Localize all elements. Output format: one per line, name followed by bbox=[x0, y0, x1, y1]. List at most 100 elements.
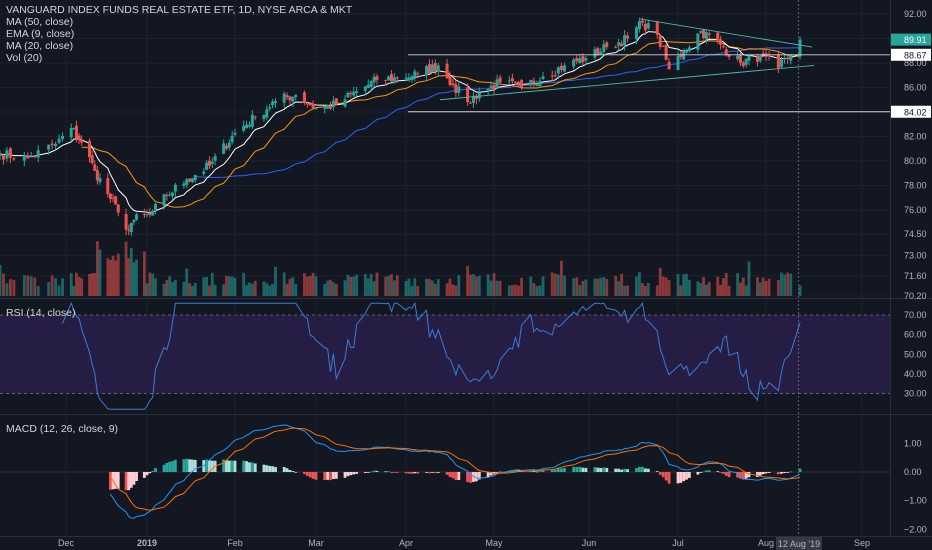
volume-bar bbox=[230, 276, 234, 296]
price-label-box bbox=[891, 105, 931, 118]
volume-bar bbox=[756, 277, 759, 296]
volume-bar bbox=[33, 277, 37, 296]
candle-body bbox=[719, 39, 723, 45]
candle-body bbox=[767, 55, 771, 57]
macd-histogram-bar bbox=[407, 472, 411, 474]
volume-bar bbox=[724, 273, 728, 296]
macd-histogram-bar bbox=[780, 472, 783, 474]
candle-body bbox=[392, 77, 396, 84]
legend-ma20[interactable]: MA (20, close) bbox=[6, 40, 74, 52]
candle-body bbox=[202, 171, 206, 174]
candle-body bbox=[74, 125, 78, 139]
macd-histogram-bar bbox=[395, 472, 399, 473]
volume-bar bbox=[26, 275, 30, 296]
volume-bar bbox=[22, 275, 26, 296]
candle-body bbox=[271, 101, 275, 106]
candle-body bbox=[448, 75, 452, 85]
candle-body bbox=[355, 91, 359, 94]
macd-histogram-bar bbox=[685, 472, 688, 480]
macd-histogram-bar bbox=[384, 471, 388, 473]
macd-histogram-bar bbox=[514, 470, 517, 472]
volume-bar bbox=[349, 277, 353, 296]
rsi-tick-label: 70.00 bbox=[904, 310, 927, 320]
candle-body bbox=[98, 178, 102, 183]
candle-body bbox=[466, 87, 470, 103]
volume-bar bbox=[227, 276, 231, 296]
macd-histogram-bar bbox=[165, 462, 169, 472]
candle-body bbox=[445, 63, 449, 79]
volume-bar bbox=[741, 277, 745, 296]
candle-body bbox=[168, 194, 172, 196]
macd-histogram-bar bbox=[294, 471, 298, 473]
candle-body bbox=[33, 156, 37, 158]
volume-bar bbox=[520, 277, 523, 296]
volume-bar bbox=[291, 277, 295, 296]
macd-tick-label: −2.00 bbox=[904, 524, 927, 534]
candle-body bbox=[93, 164, 97, 171]
macd-histogram-bar bbox=[323, 472, 327, 480]
macd-histogram-bar bbox=[707, 470, 711, 472]
candle-body bbox=[596, 48, 600, 55]
volume-bar bbox=[783, 274, 786, 296]
volume-bar bbox=[151, 273, 155, 296]
macd-histogram-bar bbox=[687, 472, 691, 478]
volume-bar bbox=[425, 278, 428, 296]
legend-rsi[interactable]: RSI (14, close) bbox=[6, 307, 76, 319]
candle-body bbox=[404, 77, 408, 79]
macd-histogram-bar bbox=[556, 468, 560, 472]
volume-bar bbox=[98, 249, 102, 296]
macd-signal-line bbox=[109, 427, 801, 511]
macd-histogram-bar bbox=[329, 472, 332, 481]
candle-body bbox=[90, 155, 94, 163]
macd-histogram-bar bbox=[127, 472, 131, 491]
macd-histogram-bar bbox=[433, 472, 437, 474]
candle-body bbox=[620, 43, 624, 47]
volume-bar bbox=[285, 283, 289, 296]
macd-histogram-bar bbox=[305, 472, 309, 476]
macd-histogram-bar bbox=[230, 460, 234, 472]
candle-body bbox=[430, 64, 434, 73]
rsi-tick-label: 50.00 bbox=[904, 349, 927, 359]
candle-body bbox=[274, 100, 277, 103]
candle-body bbox=[433, 63, 437, 72]
legend-macd[interactable]: MACD (12, 26, close, 9) bbox=[6, 423, 119, 435]
volume-bar bbox=[109, 260, 112, 296]
volume-bar bbox=[626, 285, 629, 296]
legend-ema9[interactable]: EMA (9, close) bbox=[6, 28, 75, 40]
volume-bar bbox=[605, 278, 609, 296]
macd-histogram-bar bbox=[413, 472, 417, 474]
candle-body bbox=[154, 203, 158, 210]
time-tick-label: Aug bbox=[758, 538, 774, 548]
legend-vol[interactable]: Vol (20) bbox=[6, 52, 43, 64]
volume-bar bbox=[375, 272, 379, 296]
volume-bar bbox=[563, 275, 566, 296]
macd-histogram-bar bbox=[245, 461, 248, 472]
macd-histogram-bar bbox=[210, 460, 214, 472]
volume-bar bbox=[556, 274, 560, 296]
volume-bar bbox=[514, 284, 517, 296]
volume-bar bbox=[262, 281, 266, 296]
candle-body bbox=[727, 54, 731, 57]
candle-body bbox=[634, 27, 638, 40]
macd-histogram-bar bbox=[352, 472, 356, 475]
macd-histogram-bar bbox=[744, 472, 748, 479]
macd-histogram-bar bbox=[764, 472, 768, 474]
candle-body bbox=[541, 76, 545, 79]
candle-body bbox=[127, 229, 131, 231]
legend-ma50[interactable]: MA (50, close) bbox=[6, 16, 74, 28]
candle-body bbox=[584, 58, 588, 61]
volume-bar bbox=[667, 280, 671, 296]
macd-histogram-bar bbox=[448, 472, 452, 477]
macd-histogram-bar bbox=[250, 462, 254, 472]
macd-tick-label: 0.00 bbox=[904, 467, 922, 477]
candle-body bbox=[88, 140, 92, 158]
volume-bar bbox=[154, 278, 157, 296]
volume-bar bbox=[75, 272, 78, 296]
macd-histogram-bar bbox=[390, 472, 393, 473]
symbol-title[interactable]: VANGUARD INDEX FUNDS REAL ESTATE ETF, 1D… bbox=[6, 4, 353, 16]
macd-histogram-bar bbox=[233, 460, 237, 472]
volume-bar bbox=[242, 272, 246, 296]
volume-bar bbox=[114, 260, 118, 296]
